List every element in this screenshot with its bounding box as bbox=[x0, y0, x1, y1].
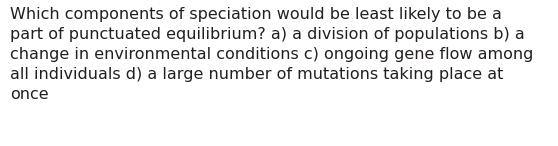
Text: Which components of speciation would be least likely to be a
part of punctuated : Which components of speciation would be … bbox=[10, 7, 533, 102]
